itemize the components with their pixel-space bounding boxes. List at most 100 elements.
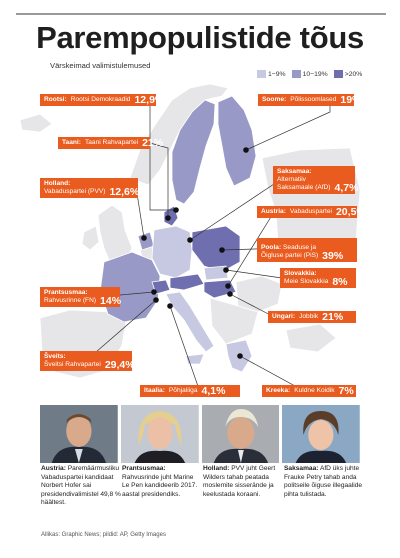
dot-denmark (165, 215, 171, 221)
caption-austria-text: Paremäärmusliku Vabaduspartei kandidaat … (41, 465, 121, 506)
callout-holland-pct: 12,6% (109, 186, 140, 198)
caption-saksamaa-text: AfD üks juhte Frauke Petry tahab anda po… (284, 465, 363, 498)
callout-holland-label: Holland: Vabaduspartei (PVV) (44, 180, 105, 196)
dot-france (151, 289, 157, 295)
caption-saksamaa-country: Saksamaa: (284, 465, 319, 472)
caption-prantsusmaa: Prantsusmaa: Rahvusrinde juht Marine Le … (122, 465, 202, 499)
callout-soome-party: Põlissoomlased (290, 96, 337, 103)
legend-item-low: 1−9% (257, 70, 286, 78)
callout-holland: Holland: Vabaduspartei (PVV) 12,6% (40, 178, 140, 198)
callout-poola-party-line1: Seaduse ja (283, 244, 316, 251)
callout-itaalia: Itaalia: Põhjaliiga 4,1% (140, 385, 240, 397)
callout-prantsusmaa: Prantsusmaa: Rahvusrinne (FN) 14% (40, 287, 122, 307)
callout-prantsusmaa-country: Prantsusmaa: (44, 289, 88, 296)
callout-taani-party: Taani Rahvapartei (84, 139, 139, 146)
callout-taani-pct: 21% (142, 137, 164, 149)
callout-ungari-pct: 21% (322, 311, 344, 323)
callout-prantsusmaa-party: Rahvusrinne (FN) (44, 297, 97, 304)
callout-itaalia-pct: 4,1% (201, 385, 226, 397)
map-dots (141, 147, 249, 359)
dot-greece (237, 353, 243, 359)
callout-poola-pct: 39% (322, 250, 344, 262)
dot-austria (225, 283, 231, 289)
caption-holland-text: PVV juht Geert Wilders tahab peatada mos… (203, 465, 276, 498)
callout-rootsi-party: Rootsi Demokraadid (70, 96, 131, 103)
callout-soome-country: Soome: (262, 96, 287, 103)
callout-kreeka-pct: 7% (338, 385, 354, 397)
photo-le-pen (120, 405, 199, 463)
callout-austria-country: Austria: (261, 208, 286, 215)
callout-slovakkia-pct: 8% (332, 276, 348, 288)
dot-sweden (173, 207, 179, 213)
dot-hungary (227, 291, 233, 297)
caption-prantsusmaa-text: Rahvusrinde juht Marine Le Pen kandideer… (122, 473, 198, 498)
caption-saksamaa: Saksamaa: AfD üks juhte Frauke Petry tah… (284, 465, 364, 499)
photo-hofer (40, 405, 118, 463)
legend: 1−9% 10−19% >20% (257, 70, 362, 78)
callout-saksamaa-pct: 4,7% (334, 182, 359, 194)
legend-swatch-mid (291, 70, 301, 78)
callout-ungari-country: Ungari: (272, 313, 296, 320)
caption-austria-country: Austria: (41, 465, 66, 472)
callout-prantsusmaa-label: Prantsusmaa: Rahvusrinne (FN) (44, 289, 96, 305)
callout-rootsi: Rootsi: Rootsi Demokraadid 12,9% (40, 94, 164, 106)
callout-saksamaa-party-line1: Alternatiiv (277, 176, 306, 183)
legend-label-high: >20% (344, 70, 363, 78)
subtitle: Värskeimad valimistulemused (50, 61, 151, 70)
callout-slovakkia-country: Slovakkia: (284, 270, 317, 277)
callout-saksamaa-party-line2: Saksamaale (AfD) (277, 184, 331, 191)
callout-saksamaa-label: Saksamaa: Alternatiiv Saksamaale (AfD) (277, 168, 331, 192)
callout-kreeka-party: Kuldne Koidik (294, 387, 335, 394)
callout-sveits: Šveits: Šveitsi Rahvapartei 29,4% (40, 351, 135, 371)
callout-austria-party: Vabaduspartei (289, 208, 332, 215)
legend-item-mid: 10−19% (291, 70, 328, 78)
dot-italy (167, 303, 173, 309)
callout-slovakkia-party: Meie Slovakkia (284, 278, 329, 285)
map-highlighted-countries (99, 95, 257, 373)
callout-taani: Taani: Taani Rahvapartei 21% (58, 137, 163, 149)
callout-itaalia-country: Itaalia: (144, 387, 165, 394)
photo-strip (40, 405, 360, 463)
callout-ungari: Ungari: Jobbik 21% (268, 311, 356, 323)
callout-slovakkia-label: Slovakkia: Meie Slovakkia (284, 270, 328, 286)
callout-poola-label: Poola: Seaduse ja Õigluse partei (PiS) (261, 244, 318, 260)
callout-sveits-party: Šveitsi Rahvapartei (44, 361, 101, 368)
photo-wilders (201, 405, 280, 463)
photo-petry (282, 405, 360, 463)
callout-rootsi-country: Rootsi: (44, 96, 67, 103)
legend-label-low: 1−9% (268, 70, 286, 78)
dot-finland (243, 147, 249, 153)
callout-saksamaa-country: Saksamaa: (277, 168, 312, 175)
page-title: Parempopulistide tõus (36, 20, 364, 55)
callout-soome-pct: 19% (340, 94, 362, 106)
callout-poola: Poola: Seaduse ja Õigluse partei (PiS) 3… (257, 238, 357, 262)
callout-rootsi-pct: 12,9% (134, 94, 165, 106)
caption-holland-country: Holland: (203, 465, 230, 472)
callout-holland-country: Holland: (44, 180, 71, 187)
callout-taani-country: Taani: (62, 139, 81, 146)
callout-sveits-pct: 29,4% (104, 359, 135, 371)
callout-soome: Soome: Põlissoomlased 19% (258, 94, 361, 106)
callout-ungari-party: Jobbik (299, 313, 319, 320)
dot-slovakia (223, 267, 229, 273)
caption-austria: Austria: Paremäärmusliku Vabaduspartei k… (41, 465, 121, 508)
callout-austria: Austria: Vabaduspartei 20,5% (257, 206, 366, 218)
callout-poola-party-line2: Õigluse partei (PiS) (261, 252, 319, 259)
caption-prantsusmaa-country: Prantsusmaa: (122, 465, 166, 472)
callout-holland-party: Vabaduspartei (PVV) (44, 188, 106, 195)
europe-map (19, 83, 361, 393)
dot-switzerland (153, 297, 159, 303)
legend-item-high: >20% (333, 70, 363, 78)
callout-kreeka: Kreeka: Kuldne Koidik 7% (262, 385, 356, 397)
callout-sveits-country: Šveits: (44, 353, 66, 360)
legend-label-mid: 10−19% (302, 70, 328, 78)
dot-germany (187, 237, 193, 243)
caption-holland: Holland: PVV juht Geert Wilders tahab pe… (203, 465, 283, 499)
dot-poland (219, 247, 225, 253)
dot-netherlands (141, 235, 147, 241)
callout-austria-pct: 20,5% (335, 206, 366, 218)
legend-swatch-high (333, 70, 343, 78)
source-credit: Allikas: Graphic News; pildid: AP, Getty… (41, 532, 166, 538)
callout-prantsusmaa-pct: 14% (100, 295, 122, 307)
callout-kreeka-country: Kreeka: (266, 387, 291, 394)
